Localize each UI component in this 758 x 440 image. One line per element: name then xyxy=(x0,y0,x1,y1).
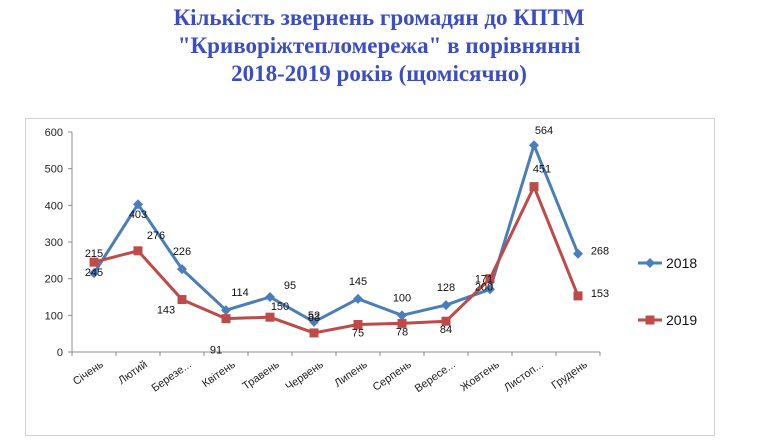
x-tick-label: Грудень xyxy=(549,358,590,391)
legend-label-2019: 2019 xyxy=(666,312,697,328)
data-label-2018: 128 xyxy=(437,282,455,294)
data-point-2019 xyxy=(221,314,231,324)
legend-marker-2019 xyxy=(645,315,655,325)
x-tick-label: Травень xyxy=(240,358,281,392)
data-point-2018 xyxy=(353,293,363,304)
chart-title: Кількість звернень громадян до КПТМ "Кри… xyxy=(0,4,758,88)
data-label-2019: 91 xyxy=(210,345,222,357)
data-point-2019 xyxy=(485,274,495,284)
data-label-2019: 78 xyxy=(396,326,408,338)
data-point-2019 xyxy=(441,316,451,326)
legend-marker-2018 xyxy=(645,258,655,268)
series-line-2019 xyxy=(93,185,580,335)
y-tick-label: 100 xyxy=(45,310,63,322)
data-point-2019 xyxy=(89,257,99,267)
x-tick-label: Березе... xyxy=(150,359,194,395)
data-point-2018 xyxy=(485,284,495,295)
data-label-2018: 52 xyxy=(308,310,320,322)
data-point-2019 xyxy=(529,182,539,192)
data-label-2019: 150 xyxy=(271,301,289,313)
data-point-2018 xyxy=(529,140,539,151)
data-label-2019: 245 xyxy=(85,267,103,279)
data-label-2019: 83 xyxy=(308,312,320,324)
x-tick-label: Жовтень xyxy=(458,358,502,394)
data-label-2019: 451 xyxy=(533,164,551,176)
chart-title-line-1: Кількість звернень громадян до КПТМ xyxy=(173,5,585,30)
data-point-2018 xyxy=(177,264,187,275)
data-label-2018: 95 xyxy=(284,280,296,292)
data-point-2018 xyxy=(441,300,451,311)
y-tick-label: 500 xyxy=(45,164,63,176)
data-label-2019: 75 xyxy=(352,328,364,340)
x-tick-label: Квітень xyxy=(200,358,238,390)
chart-frame xyxy=(25,118,715,436)
data-point-2018 xyxy=(309,316,319,327)
data-point-2019 xyxy=(397,318,407,328)
series-line-2018 xyxy=(92,143,580,324)
x-tick-label: Січень xyxy=(71,358,106,388)
data-point-2018 xyxy=(265,292,275,302)
data-label-2018: 403 xyxy=(129,209,147,221)
data-point-2019 xyxy=(309,328,319,338)
data-label-2019: 200 xyxy=(475,282,493,294)
data-label-2018: 564 xyxy=(535,125,553,137)
data-label-2019: 276 xyxy=(147,230,165,242)
data-point-2019 xyxy=(265,312,275,322)
data-label-2018: 171 xyxy=(475,273,493,285)
data-point-2018 xyxy=(221,305,231,316)
data-label-2018: 268 xyxy=(591,246,609,258)
data-label-2018: 145 xyxy=(349,276,367,288)
x-tick-label: Листоп... xyxy=(502,359,546,395)
chart-title-line-2: "Криворіжтепломережа" в порівнянні xyxy=(177,33,581,58)
data-label-2018: 215 xyxy=(85,248,103,260)
y-tick-label: 200 xyxy=(45,274,63,286)
y-tick-label: 300 xyxy=(45,237,63,249)
data-point-2019 xyxy=(133,246,143,256)
data-label-2019: 84 xyxy=(440,324,452,336)
data-point-2019 xyxy=(353,320,363,329)
data-point-2018 xyxy=(397,310,407,321)
data-label-2018: 100 xyxy=(393,292,411,304)
chart-title-line-3: 2018-2019 років (щомісячно) xyxy=(231,61,527,86)
data-label-2018: 226 xyxy=(173,246,191,258)
x-tick-label: Серпень xyxy=(371,358,414,393)
data-label-2018: 114 xyxy=(231,287,249,299)
y-tick-label: 400 xyxy=(45,200,63,212)
data-point-2018 xyxy=(133,199,143,210)
data-label-2019: 153 xyxy=(591,288,609,300)
data-label-2019: 143 xyxy=(157,305,175,317)
data-point-2018 xyxy=(573,248,583,259)
legend-label-2018: 2018 xyxy=(666,255,697,271)
y-tick-label: 600 xyxy=(45,127,63,139)
data-point-2019 xyxy=(177,295,187,305)
y-tick-label: 0 xyxy=(57,347,63,359)
x-tick-label: Липень xyxy=(332,358,370,389)
data-point-2019 xyxy=(573,291,583,301)
data-point-2018 xyxy=(89,268,99,279)
x-tick-label: Вересе... xyxy=(413,359,458,395)
x-tick-label: Лютий xyxy=(116,359,150,388)
x-tick-label: Червень xyxy=(283,358,325,393)
